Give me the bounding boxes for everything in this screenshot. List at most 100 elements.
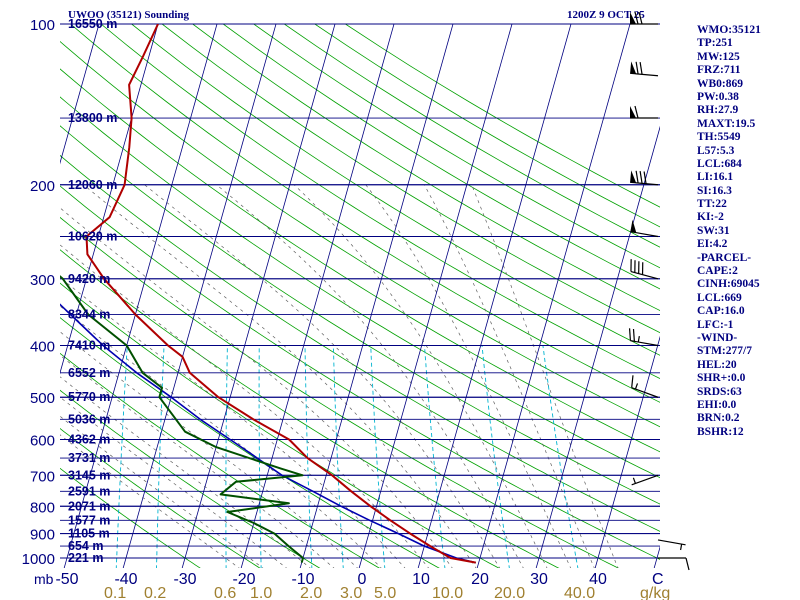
pressure-tick-label: 100 xyxy=(30,17,55,34)
wind-barb-staff xyxy=(631,387,659,398)
sounding-index-item: TH:5549 xyxy=(697,131,741,144)
isotherm-line xyxy=(594,335,660,568)
height-label: 7410 m xyxy=(68,339,110,353)
wind-barb-pennant xyxy=(630,106,636,118)
mixing-ratio-line xyxy=(332,345,344,568)
height-label: 1105 m xyxy=(68,527,110,541)
wind-barb xyxy=(630,219,659,238)
temperature-line xyxy=(85,24,476,564)
sounding-index-item: EI:4.2 xyxy=(697,238,728,251)
pressure-tick-label: 300 xyxy=(30,272,55,289)
dry-adiabat-line xyxy=(60,68,660,453)
isotherm-line xyxy=(63,24,218,568)
pressure-tick-label: 400 xyxy=(30,339,55,356)
sounding-index-item: BRN:0.2 xyxy=(697,412,740,425)
sounding-index-item: WB0:869 xyxy=(697,77,743,90)
mixing-ratio-label: 0.2 xyxy=(144,585,166,600)
isotherm-line xyxy=(240,24,395,568)
dry-adiabat-line xyxy=(60,185,660,560)
dry-adiabat-line xyxy=(60,216,620,568)
dry-adiabat-line xyxy=(60,428,261,568)
mixing-ratio-label: 1.0 xyxy=(250,585,272,600)
isotherm-line xyxy=(0,24,40,569)
height-label: 2591 m xyxy=(68,484,110,498)
dry-adiabat-line xyxy=(60,125,660,505)
height-label: 13800 m xyxy=(68,111,117,125)
station-title: UWOO (35121) Sounding xyxy=(68,9,190,21)
wind-barb xyxy=(628,328,659,347)
pressure-tick-label: 200 xyxy=(30,178,55,195)
mixing-ratio-label: 0.6 xyxy=(214,585,236,600)
temperature-tick-label: -30 xyxy=(173,571,196,588)
dry-adiabat-line xyxy=(100,24,660,380)
mixing-ratio-line xyxy=(370,345,386,568)
dry-adiabat-line xyxy=(161,24,660,334)
temperature-tick-label: 40 xyxy=(589,571,607,588)
mixing-ratio-label: 2.0 xyxy=(300,585,322,600)
moist-adiabat-line xyxy=(293,184,548,568)
isotherm-line xyxy=(417,24,572,568)
sounding-index-item: HEL:20 xyxy=(697,358,737,371)
sounding-index-item: SI:16.3 xyxy=(697,184,732,197)
mixing-ratio-label: 0.1 xyxy=(104,585,126,600)
sounding-index-item: TT:22 xyxy=(697,198,727,211)
wind-barb xyxy=(630,259,659,280)
height-label: 3731 m xyxy=(68,451,110,465)
temperature-tick-label: -10 xyxy=(291,571,314,588)
height-label: 9420 m xyxy=(68,272,110,286)
temperature-tick-label: -40 xyxy=(114,571,137,588)
mixing-ratio-label: 3.0 xyxy=(340,585,362,600)
moist-adiabat-line xyxy=(60,354,335,568)
mixing-ratio-line xyxy=(304,345,313,568)
dry-adiabat-line xyxy=(253,24,660,269)
sounding-index-item: WMO:35121 xyxy=(697,24,761,36)
sounding-index-item: KI:-2 xyxy=(697,211,724,224)
mixing-ratio-label: 40.0 xyxy=(564,585,595,600)
wind-barb-feather xyxy=(635,61,639,75)
sounding-index-item: SW:31 xyxy=(697,224,730,237)
pressure-unit-label: mb xyxy=(34,571,54,587)
parcel-line xyxy=(60,303,476,564)
sounding-index-item: PW:0.38 xyxy=(697,90,739,103)
mixing-ratio-label: 10.0 xyxy=(432,585,463,600)
sounding-index-item: CINH:69045 xyxy=(697,278,760,291)
mixing-ratio-label: 20.0 xyxy=(494,585,525,600)
sounding-index-item: SRDS:63 xyxy=(697,385,742,398)
isotherm-line xyxy=(299,24,454,568)
wind-barb-pennant xyxy=(630,61,637,74)
isotherm-line xyxy=(358,24,513,568)
sounding-index-item: -PARCEL- xyxy=(697,251,752,264)
moist-adiabat-line xyxy=(60,331,358,568)
moist-adiabat-line xyxy=(60,276,406,568)
wind-barb-feather xyxy=(632,328,635,342)
pressure-tick-label: 1000 xyxy=(22,551,55,568)
wind-barb-feather xyxy=(634,11,639,25)
moist-adiabat-line xyxy=(365,184,571,568)
mixing-ratio-line xyxy=(424,345,446,568)
wind-barb-feather xyxy=(631,375,634,388)
wind-barb-half-feather xyxy=(637,336,640,343)
isotherm-line xyxy=(122,24,277,568)
height-label: 8344 m xyxy=(68,308,110,322)
wind-barb xyxy=(630,11,658,25)
moist-adiabat-line xyxy=(423,184,595,568)
wind-barb-staff xyxy=(630,340,659,347)
wind-barb-half-feather xyxy=(632,477,637,484)
wind-barb-half-feather xyxy=(634,383,639,390)
dry-adiabat-line xyxy=(60,249,560,568)
wind-barb-feather xyxy=(685,557,690,571)
dry-adiabat-line xyxy=(60,317,440,568)
wind-barb-staff xyxy=(657,539,686,546)
wind-barb xyxy=(630,61,659,77)
moist-adiabat-line xyxy=(60,415,264,568)
wind-barb-pennant xyxy=(630,170,637,183)
isotherm-line xyxy=(476,24,631,568)
temperature-unit-label: C xyxy=(652,571,664,588)
temperature-tick-label: 30 xyxy=(530,571,548,588)
mixing-ratio-line xyxy=(258,345,262,568)
height-label: 5770 m xyxy=(68,390,110,404)
sounding-index-item: STM:277/7 xyxy=(697,345,752,358)
isotherm-line xyxy=(60,24,159,375)
wind-barb xyxy=(630,170,659,186)
wind-barb xyxy=(631,375,659,398)
